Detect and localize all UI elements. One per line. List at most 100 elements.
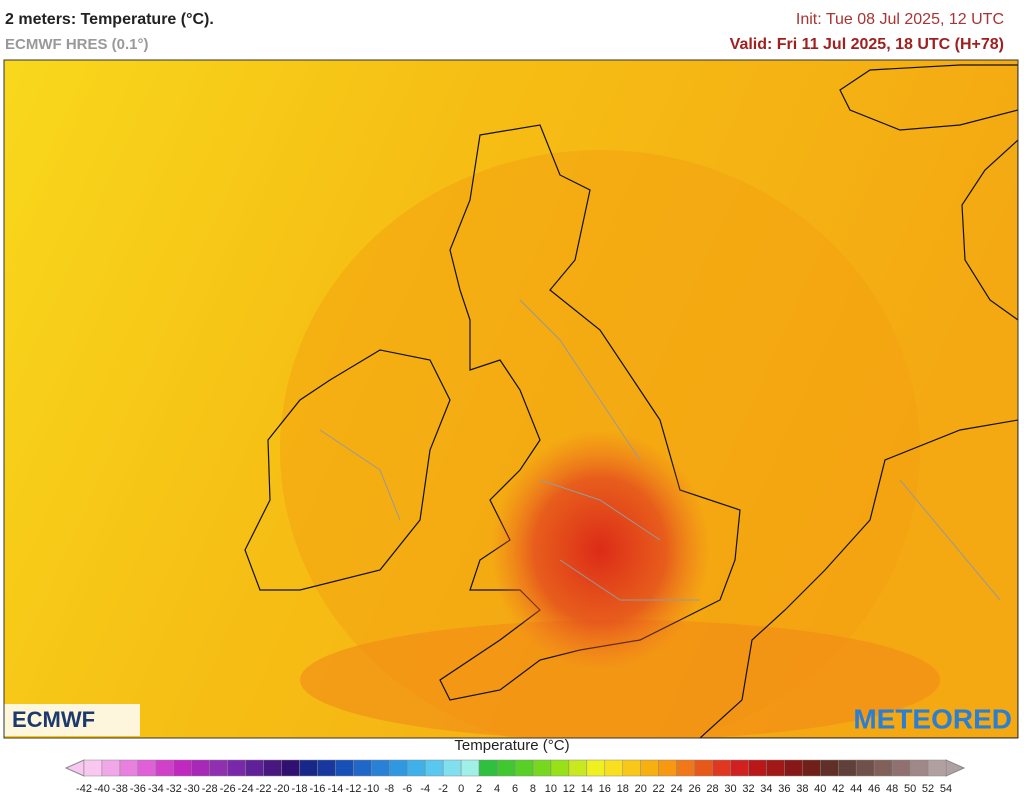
great-britain	[439, 124, 741, 701]
colorbar-tick-label: 44	[850, 783, 862, 795]
color-swatch	[927, 759, 947, 777]
color-swatch	[245, 759, 264, 777]
denmark	[961, 139, 1018, 321]
color-swatch	[442, 759, 462, 777]
color-swatch	[766, 759, 785, 777]
colorbar-tick-label: 16	[599, 783, 611, 795]
colorbar-tick-label: 10	[545, 783, 557, 795]
colorbar-tick-label: 2	[476, 783, 482, 795]
color-swatch	[83, 759, 103, 777]
colorbar-tick-label: -16	[310, 783, 326, 795]
colorbar-tick-label: 32	[742, 783, 754, 795]
colorbar-tick-label: 20	[635, 783, 647, 795]
colorbar-tick-label: -32	[166, 783, 182, 795]
colorbar-tick-label: -30	[184, 783, 200, 795]
color-swatch	[891, 759, 911, 777]
colorbar-tick-label: -6	[402, 783, 412, 795]
continent	[699, 419, 1018, 738]
color-swatch	[604, 759, 624, 777]
color-swatch	[586, 759, 606, 777]
logo-box	[4, 704, 140, 736]
colorbar-tick-label: 54	[940, 783, 952, 795]
colorbar-tick-label: 30	[724, 783, 736, 795]
color-swatch	[371, 759, 390, 777]
colorbar-high-arrow	[945, 759, 966, 777]
color-swatch	[101, 759, 121, 777]
colorbar-low-arrow	[64, 759, 85, 777]
colorbar-title: Temperature (°C)	[454, 737, 569, 754]
map-frame	[3, 59, 1019, 739]
color-swatch	[317, 759, 336, 777]
color-swatch	[119, 759, 139, 777]
colorbar-tick-label: 36	[778, 783, 790, 795]
color-swatch	[873, 759, 893, 777]
color-swatch	[407, 759, 426, 777]
colorbar-tick-label: 12	[563, 783, 575, 795]
colorbar-tick-label: -26	[220, 783, 236, 795]
color-swatch	[748, 759, 767, 777]
color-swatch	[820, 759, 839, 777]
colorbar-tick-label: -36	[130, 783, 146, 795]
color-swatch	[514, 759, 534, 777]
colorbar-tick-label: -2	[438, 783, 448, 795]
color-swatch	[263, 759, 282, 777]
colorbar-tick-label: 52	[922, 783, 934, 795]
region-borders	[319, 299, 1001, 601]
colorbar-tick-label: 14	[581, 783, 593, 795]
color-swatch	[335, 759, 354, 777]
colorbar-tick-label: -12	[345, 783, 361, 795]
colorbar-tick-label: -24	[238, 783, 254, 795]
color-swatch	[568, 759, 588, 777]
colorbar-tick-label: 26	[688, 783, 700, 795]
colorbar-tick-label: 22	[653, 783, 665, 795]
colorbar-tick-label: 42	[832, 783, 844, 795]
color-swatch	[676, 759, 695, 777]
color-swatch	[281, 759, 300, 777]
hot-zone	[490, 430, 710, 670]
colorbar-tick-label: -34	[148, 783, 164, 795]
color-swatch	[137, 759, 157, 777]
color-swatch	[478, 759, 498, 777]
color-swatch	[227, 759, 246, 777]
colorbar-tick-label: 0	[458, 783, 464, 795]
color-swatch	[209, 759, 228, 777]
colorbar-tick-label: 40	[814, 783, 826, 795]
colorbar-tick-label: 24	[671, 783, 683, 795]
colorbar-tick-label: -28	[202, 783, 218, 795]
colorbar-tick-label: 18	[617, 783, 629, 795]
color-swatch	[838, 759, 857, 777]
valid-time: Valid: Fri 11 Jul 2025, 18 UTC (H+78)	[730, 36, 1004, 53]
colorbar-tick-label: 46	[868, 783, 880, 795]
colorbar-tick-label: 6	[512, 783, 518, 795]
colorbar-tick-label: -40	[94, 783, 110, 795]
color-swatch	[532, 759, 552, 777]
colorbar-tick-label: 38	[796, 783, 808, 795]
colorbar-tick-label: -20	[274, 783, 290, 795]
colorbar-tick-label: 8	[530, 783, 536, 795]
colorbar-tick-label: 48	[886, 783, 898, 795]
color-swatch	[909, 759, 929, 777]
colorbar-tick-label: -10	[363, 783, 379, 795]
color-swatch	[855, 759, 875, 777]
colorbar-tick-label: -8	[384, 783, 394, 795]
ecmwf-logo: ECMWF	[12, 707, 95, 732]
colorbar-tick-label: -14	[327, 783, 343, 795]
colorbar-tick-label: 28	[706, 783, 718, 795]
colorbar-tick-label: -38	[112, 783, 128, 795]
init-time: Init: Tue 08 Jul 2025, 12 UTC	[796, 11, 1004, 28]
color-swatch	[730, 759, 749, 777]
color-swatch	[353, 759, 372, 777]
map-title: 2 meters: Temperature (°C).	[5, 11, 214, 28]
color-swatch	[640, 759, 659, 777]
color-swatch	[424, 759, 444, 777]
color-swatch	[658, 759, 677, 777]
map: ECMWF METEORED	[4, 60, 1018, 738]
colorbar-tick-label: -22	[256, 783, 272, 795]
color-swatch	[802, 759, 821, 777]
color-swatch	[622, 759, 641, 777]
color-swatch	[496, 759, 516, 777]
model-name: ECMWF HRES (0.1°)	[5, 36, 149, 53]
colorbar-tick-label: 4	[494, 783, 500, 795]
